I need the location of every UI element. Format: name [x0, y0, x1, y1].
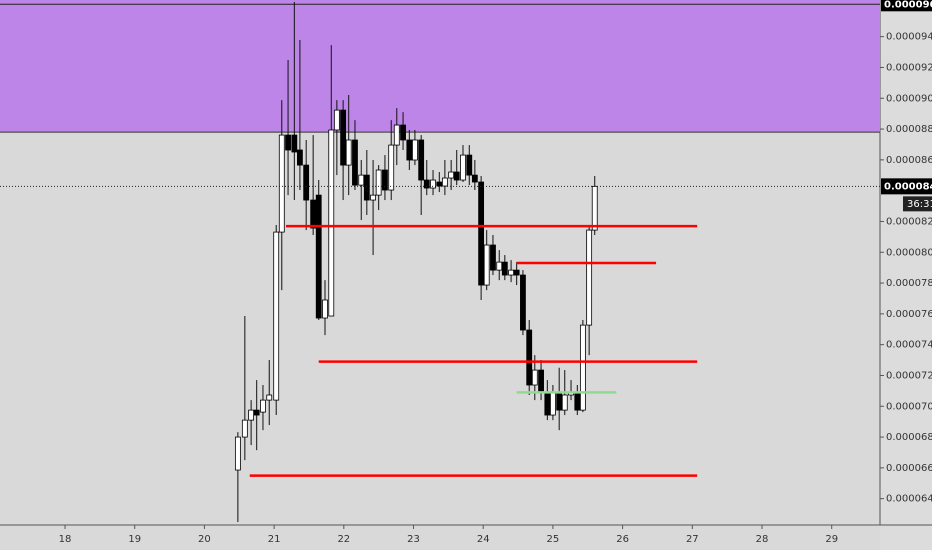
candle-body [248, 409, 255, 421]
candle-body [483, 244, 490, 286]
candle-body [260, 399, 266, 413]
candle-body [526, 329, 533, 386]
candle-body [406, 139, 413, 161]
y-tick-label: 0.00008800 [886, 124, 932, 135]
candle-body [513, 269, 520, 276]
candle-body [370, 194, 376, 201]
top-line-label-bg [881, 0, 932, 12]
y-tick-label: 0.00009000 [886, 93, 932, 104]
candle-body [501, 261, 508, 276]
y-tick-label: 0.00009200 [886, 62, 932, 73]
candle-body [561, 394, 568, 411]
y-tick-label: 0.00008000 [886, 247, 932, 258]
x-tick-label: 22 [337, 534, 350, 545]
candle-body [278, 134, 285, 233]
candle-body [400, 124, 406, 141]
candle-body [538, 369, 544, 393]
candle-body [412, 139, 418, 161]
candle-body [375, 169, 382, 196]
candle-body [234, 436, 241, 471]
candle-body [418, 139, 425, 181]
current-price-bg [881, 178, 932, 195]
candle-body [460, 154, 466, 181]
candle-body [550, 391, 556, 416]
candle-body [297, 149, 303, 166]
candle-body [358, 174, 365, 186]
candle-body [345, 139, 352, 166]
candle-body [478, 181, 485, 286]
candle-body [579, 324, 586, 411]
price-axis-panel [880, 0, 932, 550]
candle-body [508, 269, 514, 276]
resistance-zone [0, 0, 880, 133]
countdown-label: 36:31 [907, 199, 932, 210]
y-tick-label: 0.00006800 [886, 432, 932, 443]
candle-body [544, 391, 551, 416]
candle-body [430, 179, 436, 189]
x-tick-label: 27 [686, 534, 699, 545]
candle-body [574, 391, 581, 411]
x-tick-label: 24 [477, 534, 490, 545]
candle-body [340, 109, 347, 166]
candle-body [253, 409, 260, 416]
x-tick-label: 20 [198, 534, 211, 545]
candle-body [531, 369, 538, 386]
candle-body [291, 134, 298, 153]
candle-body [453, 171, 460, 181]
x-tick-label: 26 [616, 534, 629, 545]
y-tick-label: 0.00006400 [886, 494, 932, 505]
candle-body [322, 299, 328, 319]
candle-body [241, 419, 248, 438]
candle-body [490, 244, 496, 271]
y-tick-label: 0.00007600 [886, 309, 932, 320]
countdown-bg [903, 196, 932, 212]
candle-body [363, 174, 370, 201]
candle-body [352, 139, 358, 186]
candle-body [315, 194, 322, 319]
x-tick-label: 28 [756, 534, 769, 545]
candle-body [393, 124, 400, 146]
candle-body [586, 229, 593, 326]
candle-body [448, 171, 455, 179]
y-tick-label: 0.00008600 [886, 155, 932, 166]
candle-body [303, 164, 310, 201]
x-tick-label: 18 [59, 534, 72, 545]
x-tick-label: 19 [128, 534, 141, 545]
candle-body [266, 394, 273, 401]
y-tick-label: 0.00006600 [886, 463, 932, 474]
candle-body [591, 185, 598, 231]
y-tick-label: 0.00007400 [886, 340, 932, 351]
candle-body [471, 174, 478, 183]
candle-body [520, 274, 526, 331]
candle-body [496, 261, 503, 271]
candle-body [556, 391, 563, 411]
current-price-label: 0.00008428 [884, 181, 932, 192]
x-tick-label: 21 [268, 534, 281, 545]
candle-body [382, 169, 388, 191]
candle-body [466, 154, 473, 176]
y-tick-label: 0.00007000 [886, 401, 932, 412]
candle-body [423, 179, 430, 189]
y-tick-label: 0.00008200 [886, 216, 932, 227]
x-tick-label: 29 [825, 534, 838, 545]
candle-body [388, 144, 395, 191]
y-tick-label: 0.00007200 [886, 370, 932, 381]
y-tick-label: 0.00007800 [886, 278, 932, 289]
candle-body [441, 177, 448, 187]
top-line-label: 0.00009610 [884, 0, 932, 10]
x-tick-label: 25 [547, 534, 560, 545]
candle-body [333, 109, 340, 131]
candle-body [310, 199, 317, 229]
candle-body [273, 231, 280, 401]
candle-body [436, 181, 443, 187]
candle-body [285, 134, 291, 151]
candle-body [328, 129, 335, 317]
y-tick-label: 0.00009400 [886, 32, 932, 43]
x-tick-label: 23 [407, 534, 420, 545]
